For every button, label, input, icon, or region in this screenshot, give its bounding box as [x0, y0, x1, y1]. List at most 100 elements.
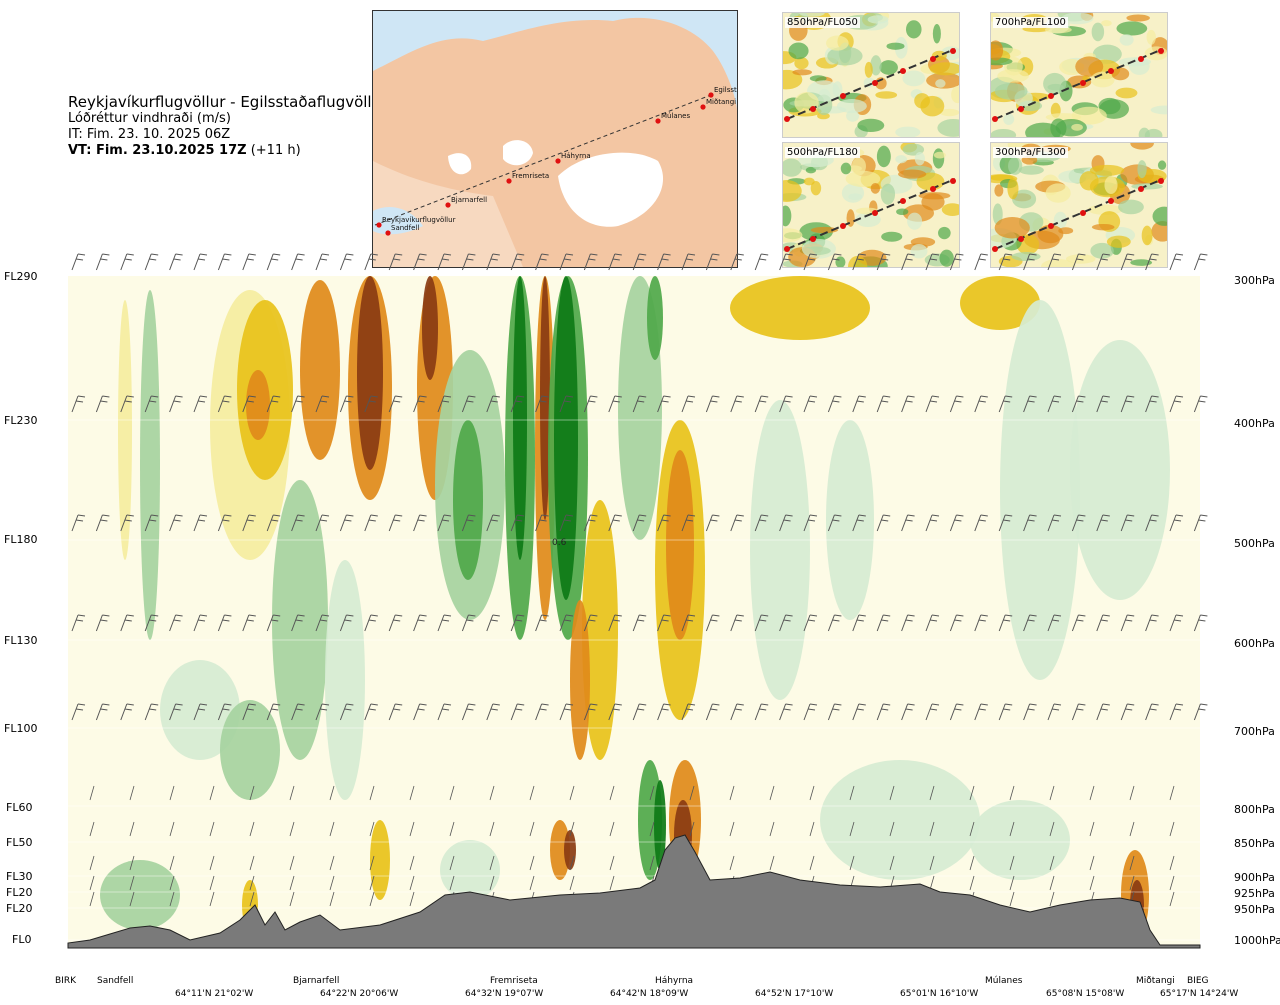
- wind-barb-staff: [608, 614, 616, 632]
- wind-barb-flag: [663, 514, 671, 517]
- wind-barb-flag: [468, 253, 476, 256]
- wind-barb: [266, 514, 281, 532]
- wind-barb-flag: [807, 708, 816, 711]
- wind-barb-flag: [1003, 400, 1011, 403]
- wind-barb-staff: [949, 703, 957, 721]
- wind-barb-flag: [321, 703, 330, 706]
- wind-barb-flag: [124, 519, 132, 522]
- wind-barb: [291, 253, 305, 271]
- fl-label: FL20: [6, 902, 33, 915]
- wind-barb-flag: [858, 253, 866, 256]
- issue-time: IT: Fim. 23. 10. 2025 06Z: [68, 127, 231, 142]
- wind-barb-flag: [1027, 619, 1035, 622]
- wind-barb-staff: [583, 253, 591, 271]
- wind-barb: [266, 395, 281, 413]
- wind-barb-flag: [149, 519, 157, 522]
- wind-barb-staff: [1169, 514, 1177, 532]
- wind-barb-flag: [370, 253, 378, 256]
- mini-map-blob: [827, 46, 863, 66]
- wind-barb-staff: [729, 821, 735, 837]
- waypoint-marker: [655, 118, 661, 124]
- mini-map-blob: [937, 118, 959, 137]
- wind-barb-flag: [663, 395, 671, 398]
- wind-barb-staff: [388, 253, 396, 271]
- wind-barb-flag: [687, 253, 696, 256]
- wind-barb-flag: [881, 619, 889, 622]
- mini-map-blob: [1157, 160, 1167, 170]
- wind-barb: [95, 253, 110, 271]
- wind-barb-flag: [1173, 258, 1182, 261]
- wind-barb-flag: [295, 519, 303, 522]
- wind-barb: [876, 614, 891, 632]
- wind-barb: [998, 253, 1013, 271]
- wind-barb: [559, 514, 574, 532]
- wind-barb: [1096, 614, 1110, 632]
- wind-barb-flag: [100, 619, 108, 622]
- mini-map-blob: [864, 61, 873, 78]
- wind-barb: [583, 703, 598, 721]
- wind-barb-flag: [75, 519, 84, 522]
- wind-barb-flag: [856, 619, 864, 622]
- mini-map-blob: [880, 183, 896, 205]
- wind-barb-staff: [120, 253, 128, 271]
- wind-barb-staff: [809, 785, 815, 801]
- wind-barb-flag: [1005, 253, 1013, 256]
- wind-barb-flag: [126, 514, 134, 517]
- wind-barb-staff: [803, 514, 811, 532]
- wind-barb: [583, 253, 598, 271]
- wind-barb-flag: [246, 619, 254, 622]
- wind-barb: [705, 614, 720, 632]
- wind-barb-flag: [956, 703, 964, 706]
- wind-barb-flag: [1003, 619, 1011, 622]
- wind-barb-staff: [681, 514, 689, 532]
- wind-barb: [1169, 703, 1184, 721]
- wind-barb-staff: [449, 785, 455, 801]
- wind-barb-flag: [368, 619, 376, 622]
- wind-barb-staff: [803, 253, 811, 271]
- wind-barb-flag: [614, 253, 622, 256]
- wind-barb: [461, 703, 476, 721]
- mini-map-blob: [788, 42, 809, 60]
- wind-barb: [364, 703, 378, 721]
- wind-barb-flag: [807, 400, 816, 403]
- wind-barb-flag: [1078, 703, 1086, 706]
- wind-barb-flag: [1200, 703, 1208, 706]
- wind-barb-staff: [249, 785, 255, 801]
- wind-barb-staff: [559, 253, 567, 271]
- wind-barb-flag: [319, 519, 328, 522]
- wind-barb-staff: [1129, 785, 1135, 801]
- velocity-contour: [820, 760, 980, 880]
- wind-barb: [1193, 614, 1208, 632]
- wind-barb-staff: [95, 395, 103, 413]
- wind-barb-staff: [901, 514, 909, 532]
- wind-barb: [876, 395, 891, 413]
- wind-barb-flag: [492, 253, 500, 256]
- wind-barb: [339, 253, 354, 271]
- mini-map-blob: [1151, 220, 1167, 242]
- wind-barb-flag: [1175, 614, 1184, 617]
- wind-barb-staff: [169, 614, 177, 632]
- wind-barb: [974, 514, 988, 532]
- wind-barb-staff: [364, 514, 372, 532]
- wind-barb-staff: [413, 514, 421, 532]
- wind-barb: [1071, 395, 1086, 413]
- wind-barb-staff: [925, 703, 933, 721]
- hpa-label: 300hPa: [1234, 274, 1275, 287]
- wind-barb-staff: [876, 253, 884, 271]
- wind-barb-staff: [120, 614, 128, 632]
- wind-barb: [217, 703, 232, 721]
- wind-barb-flag: [712, 395, 720, 398]
- wind-barb-staff: [1120, 514, 1128, 532]
- wind-barb-flag: [175, 703, 183, 706]
- wind-barb-staff: [1145, 514, 1153, 532]
- wind-barb-flag: [173, 519, 181, 522]
- wind-barb-staff: [217, 703, 225, 721]
- wind-barb-staff: [364, 614, 372, 632]
- wind-barb-flag: [785, 253, 793, 256]
- wind-barb-flag: [273, 514, 281, 517]
- wind-barb-staff: [413, 253, 421, 271]
- wind-barb-flag: [1125, 519, 1133, 522]
- wind-barb-flag: [685, 400, 694, 403]
- mini-map-blob: [886, 42, 905, 50]
